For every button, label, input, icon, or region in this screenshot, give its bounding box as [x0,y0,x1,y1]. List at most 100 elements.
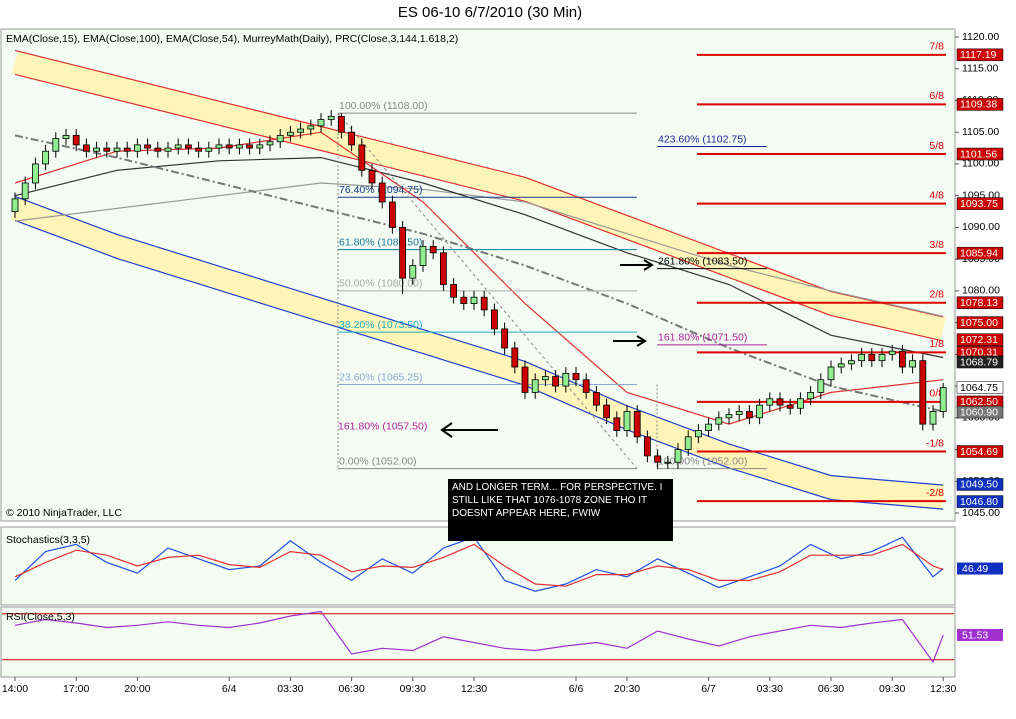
price-marker-label: 1049.50 [960,479,998,491]
candle-body [654,455,661,463]
price-marker-label: 1070.31 [960,347,998,359]
murrey-label: 1/8 [929,338,944,350]
stochastics-line [14,536,944,592]
murrey-label: 4/8 [929,189,944,201]
candle-body [93,147,100,152]
murrey-label: -2/8 [926,487,944,499]
candle-body [837,363,845,368]
candle-body [358,144,366,171]
rsi-title: RSI(Close,5,3) [6,611,75,623]
candle-body [858,353,865,362]
candle-body [552,376,559,387]
price-marker-label: 1064.75 [960,382,998,394]
lines-layer [2,131,954,664]
rsi-line [14,610,944,664]
candle-body [756,404,763,419]
candle-body [776,398,784,406]
candle-body [807,392,814,400]
candle-body [613,417,621,431]
candle-body [409,265,417,279]
candle-body [246,144,254,149]
candle-body [72,134,80,146]
y-tick-label: 1120.00 [962,31,999,43]
candle-body [715,417,723,425]
x-tick-label: 20:30 [614,683,640,695]
candle-body [266,141,274,146]
price-marker [956,48,1004,62]
murrey-label: 6/8 [929,90,944,102]
candle-body [603,404,610,419]
candle-body [337,115,345,133]
channel-band [10,197,945,510]
x-tick-label: 20:00 [124,683,150,695]
candle-body [511,347,519,368]
candle-body [144,144,152,149]
fib-label: 161.80% (1071.50) [658,332,747,344]
fib-label: 0.00% (1052.00) [339,455,417,467]
price-marker [956,381,1004,394]
candle-body [593,392,600,406]
rsi-marker [957,628,1003,641]
candle-body [205,147,213,152]
fib-label: 38.20% (1073.50) [339,319,422,331]
candle-body [766,398,774,406]
candle-body [276,134,284,143]
price-marker [956,147,1004,161]
candle-body [327,115,335,120]
price-marker-label: 1072.31 [960,334,998,346]
candle-body [419,246,427,266]
x-tick-label: 06:30 [818,683,844,695]
indicators-label: EMA(Close,15), EMA(Close,100), EMA(Close… [6,33,458,45]
comment-holder: AND LONGER TERM... FOR PERSPECTIVE. I ST… [452,482,662,519]
candle-body [878,353,886,362]
price-marker-label: 1046.80 [960,496,998,508]
candle-body [21,182,29,200]
candle-body [184,144,192,149]
bands-layer [10,49,946,510]
price-marker-label: 1078.13 [960,297,998,309]
candle-body [623,411,631,431]
candle-body [195,147,203,152]
candle-body [786,404,794,409]
candle-body [154,147,162,152]
candle-body [470,296,478,304]
channel-band [12,50,946,341]
x-tick-label: 17:00 [63,683,89,695]
price-marker-label: 1075.00 [960,317,998,329]
candle-body [909,360,916,368]
candle-body [83,144,90,152]
candle-body [174,144,182,149]
channel-edge [14,219,944,510]
price-marker-label: 1054.69 [960,446,998,458]
indicator-line [14,182,944,317]
candle-body [899,350,906,368]
y-tick-label: 1105.00 [962,126,999,138]
candle-body [297,128,305,133]
copyright: © 2010 NinjaTrader, LLC [6,507,122,519]
price-marker-label: 1093.75 [960,198,998,210]
arrows [440,259,654,438]
candle-body [480,296,488,311]
arrow [620,259,654,271]
candle-body [531,379,539,393]
channel-edge [14,73,944,342]
candle-body [11,198,19,212]
price-marker-label: 1117.19 [960,49,997,61]
candle-body [378,182,386,203]
x-tick-label: 03:30 [757,683,783,695]
price-marker [956,98,1004,111]
candle-body [705,423,712,431]
price-marker [956,478,1004,491]
stochastics-marker [957,562,1003,575]
chart-title: ES 06-10 6/7/2010 (30 Min) [398,4,582,21]
candle-body [256,144,264,149]
candle-body [562,372,570,387]
x-tick-label: 6/6 [569,683,584,695]
x-tick-label: 09:30 [879,683,905,695]
candle-body [307,125,315,130]
candle-body [735,411,743,416]
price-marker-label: 1109.38 [960,99,997,111]
price-marker [956,197,1004,210]
